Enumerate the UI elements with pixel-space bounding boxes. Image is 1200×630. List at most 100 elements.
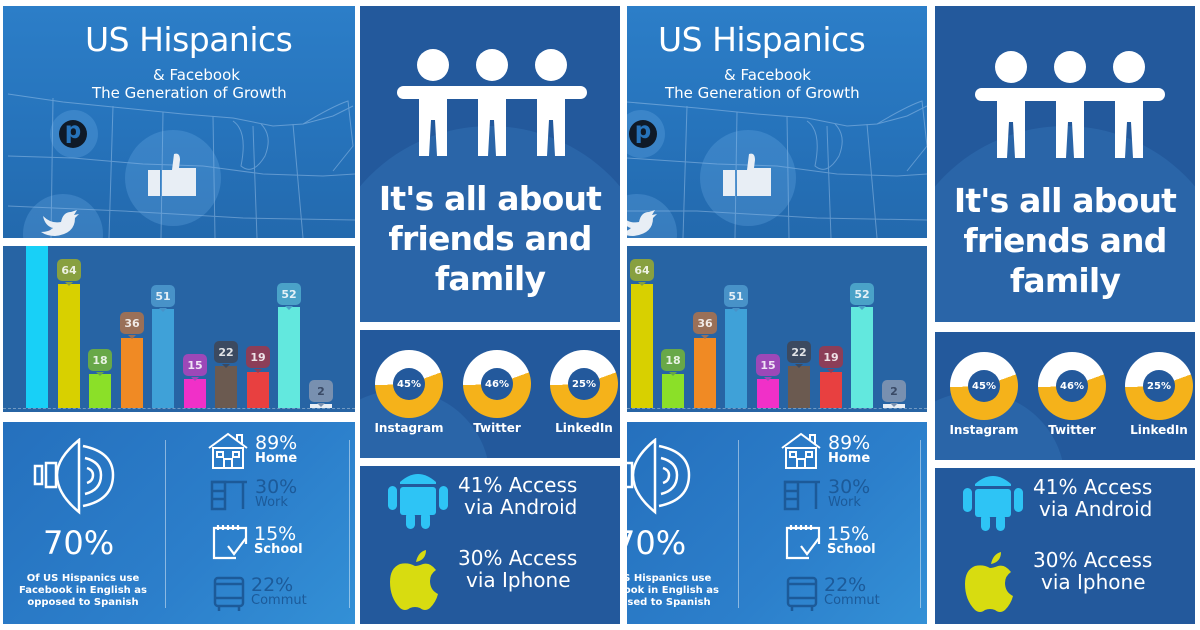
divider-left (165, 440, 166, 608)
twitter-bird-icon (41, 210, 79, 236)
language-panel-copy: 70% Of US Hispanics use Facebook in Engl… (627, 422, 927, 624)
iphone-line-1: 30% Access (1033, 548, 1153, 572)
android-line-1: 41% Access (458, 473, 578, 497)
work-percent: 30% (255, 476, 298, 498)
friends-panel-copy: It's all about friends and family (935, 6, 1195, 322)
twitter-percent: 46% (1056, 370, 1088, 402)
background-swoosh (935, 126, 1195, 322)
calendar-check-icon (212, 525, 248, 560)
android-icon (388, 474, 448, 529)
school-percent: 15% (254, 523, 297, 545)
twitter-label: Twitter (473, 421, 521, 435)
bar-8-label: 19 (246, 346, 270, 373)
chart-baseline (3, 408, 355, 409)
english-note-1: Of US Hispanics use (627, 573, 712, 584)
mobile-access-panel: 41% Access via Android 30% Access via Ip… (360, 466, 620, 624)
work-label: Work (828, 495, 861, 510)
bar-6 (757, 379, 779, 408)
bar-4 (694, 338, 716, 408)
bar-7-label: 22 (787, 341, 811, 368)
divider-left (738, 440, 739, 608)
apple-icon (965, 552, 1013, 612)
commute-label: Commut (251, 593, 307, 608)
donut-instagram: 45% (950, 352, 1018, 420)
house-icon (781, 432, 821, 469)
commute-percent: 22% (251, 574, 294, 596)
page-title: US Hispanics (85, 20, 293, 59)
bar-9-label: 52 (850, 283, 874, 310)
language-panel: 70% Of US Hispanics use Facebook in Engl… (3, 422, 355, 624)
bar-9-label: 52 (277, 283, 301, 310)
bar-chart-panel-copy: 64 18 36 51 15 22 19 52 2 (627, 246, 927, 412)
location-work: 30% Work (209, 476, 298, 511)
twitter-label: Twitter (1048, 423, 1096, 437)
android-line-2: via Android (464, 495, 578, 519)
facebook-like-icon (148, 153, 196, 196)
home-label: Home (828, 451, 871, 466)
friends-line-1: It's all about (953, 181, 1177, 220)
commute-percent: 22% (824, 574, 867, 596)
social-donut-panel: 45% Instagram 46% Twitter 25% LinkedIn (360, 330, 620, 458)
divider-right (349, 440, 350, 608)
title-panel-copy: US Hispanics & Facebook The Generation o… (627, 6, 927, 238)
home-label: Home (255, 451, 298, 466)
subtitle-growth: The Generation of Growth (92, 84, 287, 102)
bar-chart-panel: 64 18 36 51 15 22 19 52 2 (3, 246, 355, 412)
school-label: School (254, 542, 303, 557)
english-note-3: opposed to Spanish (27, 597, 139, 608)
location-commute: 22% Commut (786, 574, 880, 612)
bar-8-label: 19 (819, 346, 843, 373)
title-panel: US Hispanics & Facebook The Generation o… (3, 6, 355, 238)
us-map (627, 100, 927, 238)
speaker-icon (627, 438, 691, 515)
bar-9 (278, 307, 300, 408)
iphone-line-1: 30% Access (458, 546, 578, 570)
bar-7 (788, 366, 810, 408)
friends-line-1: It's all about (378, 179, 602, 218)
donut-linkedin: 25% (550, 350, 618, 418)
location-school: 15% School (785, 524, 876, 560)
friends-line-3: family (434, 259, 546, 298)
home-percent: 89% (255, 432, 298, 454)
english-note-2: Facebook in English as (627, 585, 719, 596)
location-work: 30% Work (782, 478, 870, 511)
subtitle-growth-copy: The Generation of Growth (665, 84, 860, 102)
subtitle-facebook: & Facebook (153, 66, 240, 84)
bar-3 (89, 374, 111, 408)
commute-label: Commut (824, 593, 880, 608)
bar-6-label: 15 (756, 354, 780, 381)
instagram-label: Instagram (374, 421, 444, 435)
pinterest-icon (629, 118, 657, 148)
bar-3-label: 18 (661, 349, 685, 376)
bar-5 (152, 309, 174, 408)
bus-icon (213, 576, 245, 611)
calendar-check-icon (785, 525, 821, 560)
subtitle-facebook-copy: & Facebook (724, 66, 811, 84)
location-home: 89% Home (207, 432, 297, 470)
bar-5-label: 51 (724, 285, 748, 312)
location-home: 89% Home (780, 432, 870, 470)
bar-8 (247, 372, 269, 408)
iphone-line-2: via Iphone (466, 568, 571, 592)
friends-line-2: friends and (388, 219, 592, 258)
bar-6 (184, 379, 206, 408)
android-line-1: 41% Access (1033, 475, 1153, 499)
donut-twitter: 46% (1038, 352, 1106, 420)
bar-5-label: 51 (151, 285, 175, 312)
bar-5 (725, 309, 747, 408)
bar-7 (215, 366, 237, 408)
twitter-bird-icon (627, 210, 657, 236)
bar-2 (631, 284, 653, 408)
bar-chart: 64 18 36 51 15 22 19 52 2 (627, 246, 927, 408)
divider-right (920, 440, 921, 608)
desk-icon (783, 480, 820, 511)
apple-icon (390, 550, 438, 610)
page-title-copy: US Hispanics (658, 20, 866, 59)
bar-1 (26, 246, 48, 408)
mobile-access-panel-copy: 41% Access via Android 30% Access via Ip… (935, 468, 1195, 624)
bar-3 (662, 374, 684, 408)
bus-icon (786, 576, 818, 611)
school-percent: 15% (827, 523, 870, 545)
bar-2-label: 64 (57, 259, 81, 286)
pinterest-icon (59, 118, 87, 148)
